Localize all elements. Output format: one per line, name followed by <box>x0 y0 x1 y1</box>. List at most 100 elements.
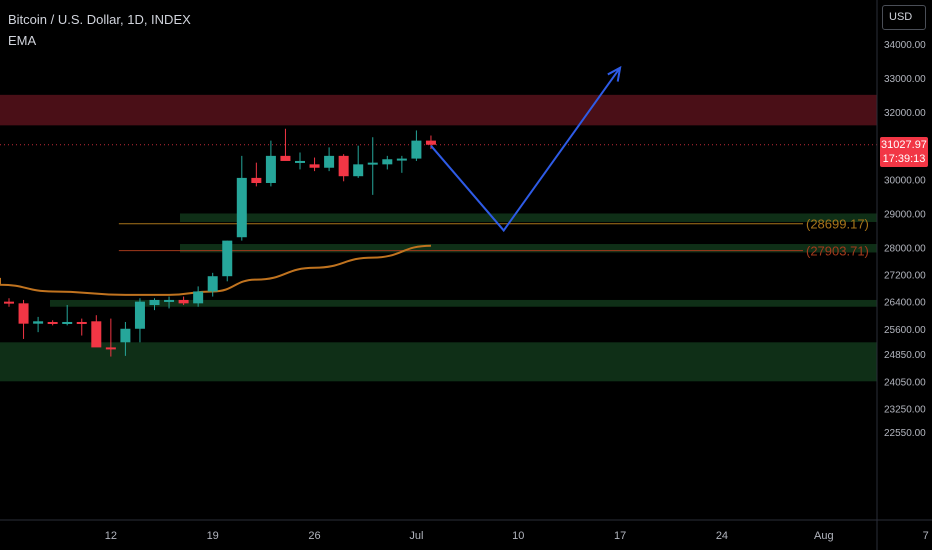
candle-body <box>353 164 364 177</box>
candle <box>236 155 247 241</box>
candle <box>411 130 422 161</box>
candle <box>265 140 276 187</box>
bar-countdown: 17:39:13 <box>882 153 926 165</box>
y-tick-label: 26400.00 <box>884 298 926 309</box>
last-price-value: 31027.97 <box>881 139 927 151</box>
candle-body <box>338 155 349 177</box>
y-tick-label: 27200.00 <box>884 271 926 282</box>
candle <box>178 296 189 306</box>
projection-layer <box>430 65 622 233</box>
support-zone <box>50 299 877 307</box>
candle <box>120 321 131 356</box>
y-tick-label: 22550.00 <box>884 428 926 439</box>
x-tick-label: 26 <box>308 530 320 542</box>
candle <box>295 152 305 170</box>
candle-body <box>236 177 247 238</box>
x-tick-label: 12 <box>105 530 117 542</box>
candles-layer <box>4 128 436 357</box>
support-zone <box>0 342 877 382</box>
candle-body <box>295 160 305 163</box>
support-zone <box>180 244 877 253</box>
candle-body <box>134 301 145 329</box>
candle-body <box>164 299 175 302</box>
candle-body <box>120 328 131 343</box>
candle-body <box>4 301 14 304</box>
y-tick-label: 24850.00 <box>884 350 926 361</box>
indicator-label[interactable]: EMA <box>8 33 37 48</box>
resistance-zone <box>0 94 877 126</box>
projection-arrowhead <box>607 65 622 82</box>
candle <box>367 137 378 195</box>
candle <box>62 305 73 326</box>
support-zone <box>180 213 877 222</box>
candle-body <box>309 164 320 168</box>
x-tick-label: 19 <box>207 530 219 542</box>
candle <box>338 154 349 182</box>
currency-button[interactable]: USD <box>882 5 926 30</box>
candle <box>207 272 218 297</box>
candle-body <box>207 276 218 292</box>
x-tick-label: 17 <box>614 530 626 542</box>
candle-body <box>280 155 291 161</box>
candle <box>18 299 29 339</box>
price-level-label: (28699.17) <box>806 217 869 232</box>
candle <box>309 157 320 172</box>
candle-body <box>396 158 407 161</box>
x-tick-label: 24 <box>716 530 728 542</box>
chart-title: Bitcoin / U.S. Dollar, 1D, INDEX <box>8 12 191 27</box>
candle-body <box>324 155 335 168</box>
projection-path <box>430 67 621 233</box>
y-tick-label: 23250.00 <box>884 404 926 415</box>
levels-layer: (28699.17) (27903.71) <box>0 144 877 259</box>
candle-body <box>425 140 436 145</box>
candle-body <box>149 299 160 306</box>
candle <box>280 128 291 161</box>
y-tick-label: 24050.00 <box>884 377 926 388</box>
y-tick-label: 32000.00 <box>884 108 926 119</box>
candle-body <box>382 159 393 165</box>
candle <box>134 298 145 343</box>
candle <box>324 147 335 172</box>
y-tick-label: 28000.00 <box>884 243 926 254</box>
candle-body <box>47 321 58 324</box>
candle-body <box>105 347 116 350</box>
candle <box>164 296 175 309</box>
candle-body <box>33 321 44 324</box>
candle-body <box>251 177 262 183</box>
candle <box>76 318 87 336</box>
x-tick-label: Aug <box>814 530 834 542</box>
candle-body <box>18 303 29 324</box>
y-tick-label: 30000.00 <box>884 176 926 187</box>
candle <box>193 286 204 307</box>
candle-body <box>222 240 233 277</box>
candle-body <box>193 291 204 304</box>
y-tick-label: 25600.00 <box>884 325 926 336</box>
candle <box>33 316 44 333</box>
last-price-badge: 31027.97 17:39:13 <box>880 137 928 167</box>
candle-body <box>367 162 378 165</box>
candle-body <box>178 299 189 304</box>
zones-layer <box>0 94 877 382</box>
x-tick-label: Jul <box>409 530 423 542</box>
candle-body <box>62 321 73 324</box>
x-tick-label: 7 <box>923 530 929 542</box>
price-level-label: (27903.71) <box>806 244 869 259</box>
candle <box>91 315 102 348</box>
candle <box>4 298 14 307</box>
candle-body <box>411 140 422 159</box>
candle <box>222 240 233 282</box>
candle <box>105 318 116 357</box>
candle <box>251 162 262 187</box>
x-tick-label: 10 <box>512 530 524 542</box>
y-tick-label: 34000.00 <box>884 40 926 51</box>
candle <box>47 320 58 326</box>
candle-body <box>76 321 87 324</box>
y-tick-label: 29000.00 <box>884 210 926 221</box>
candle-body <box>265 155 276 183</box>
candle <box>149 298 160 311</box>
candle <box>396 155 407 173</box>
candle-body <box>91 321 102 348</box>
candle <box>382 155 393 170</box>
